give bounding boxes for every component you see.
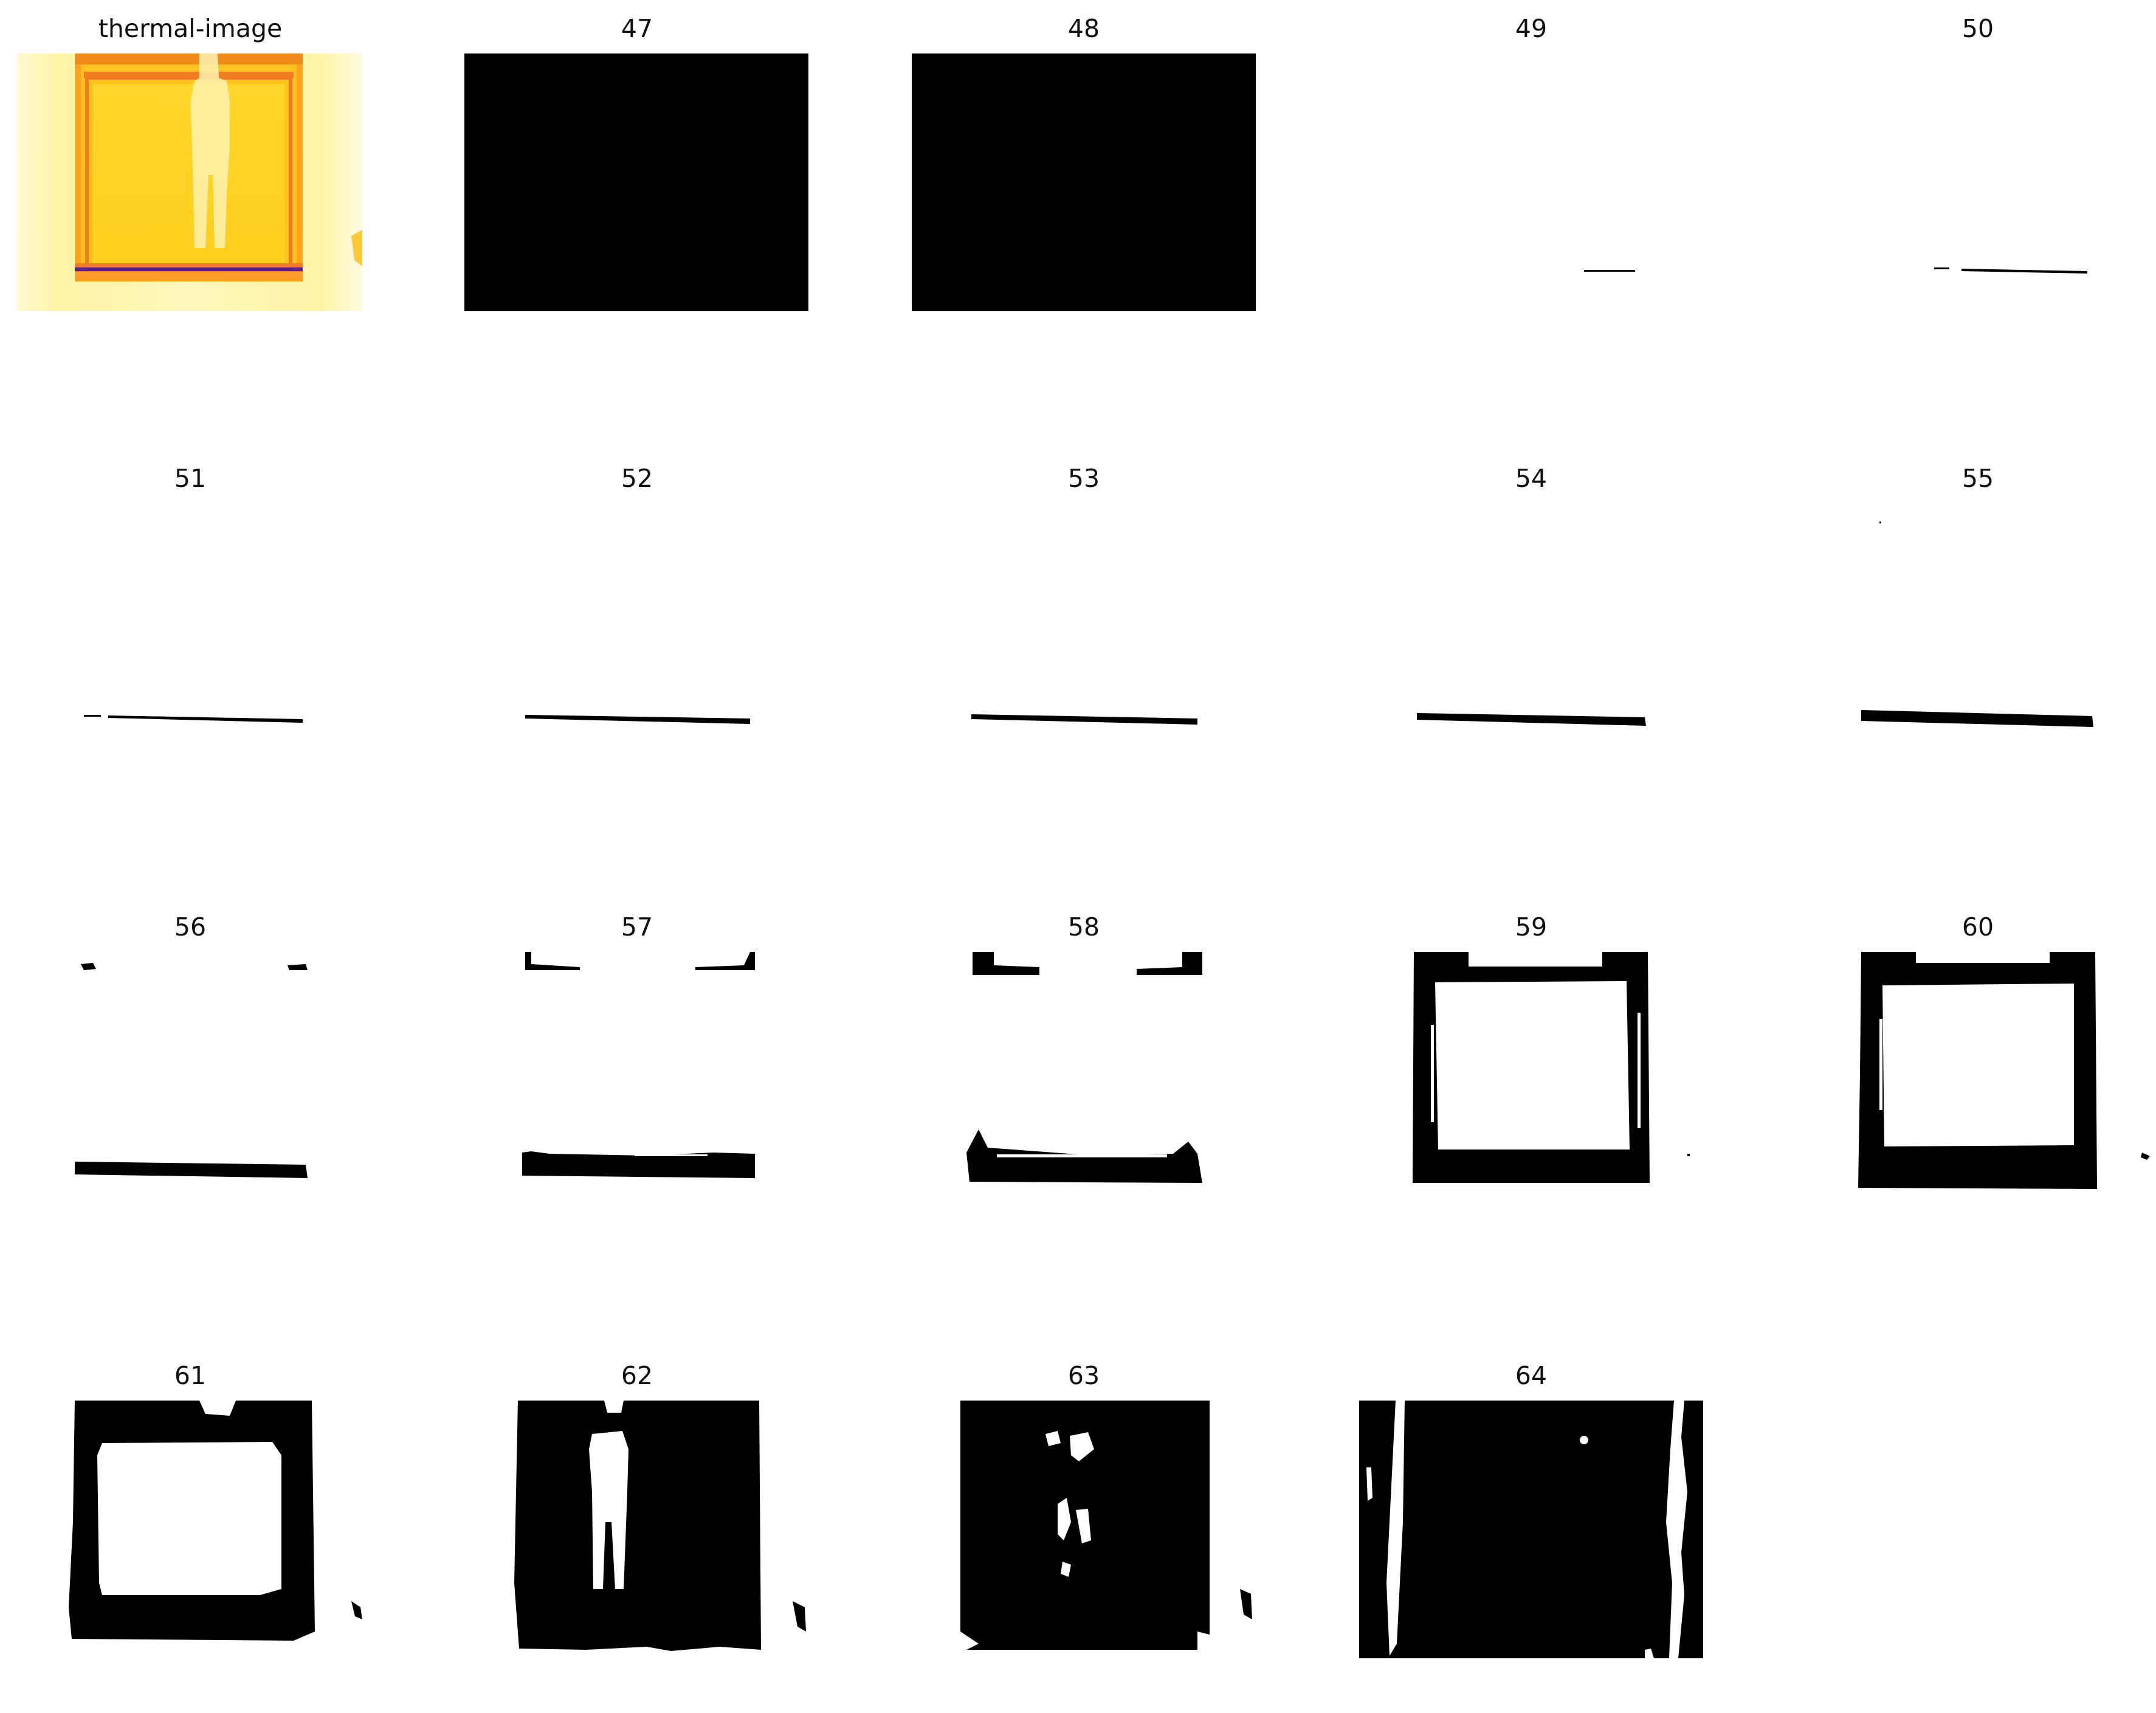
panel-title-62: 62 (621, 1361, 653, 1390)
mask-55 (1861, 522, 2093, 727)
mask-61 (69, 1401, 362, 1641)
mask-panel-50 (1806, 53, 2151, 311)
thermal-image-panel (17, 53, 362, 311)
mask-59 (1413, 952, 1690, 1183)
panel-title-49: 49 (1515, 14, 1548, 43)
mask-64 (1359, 1401, 1703, 1658)
mask-53 (971, 714, 1197, 725)
mask-51 (84, 715, 303, 723)
mask-panel-51 (17, 503, 362, 761)
mask-panel-62 (464, 1401, 808, 1658)
mask-panel-60 (1806, 952, 2151, 1210)
mask-panel-56 (17, 952, 362, 1210)
panel-title-61: 61 (174, 1361, 207, 1390)
panel-title-50: 50 (1961, 14, 1994, 43)
mask-57 (522, 952, 755, 1178)
mask-63 (960, 1401, 1252, 1650)
mask-panel-53 (912, 503, 1256, 761)
mask-panel-59 (1359, 952, 1703, 1210)
mask-panel-63 (912, 1401, 1256, 1658)
panel-title-64: 64 (1515, 1361, 1548, 1390)
mask-62 (514, 1401, 806, 1651)
mask-60 (1858, 952, 2150, 1189)
panel-title-52: 52 (621, 464, 653, 493)
mask-48 (912, 53, 1256, 311)
mask-panel-64 (1359, 1401, 1703, 1658)
panel-title-57: 57 (621, 912, 653, 942)
mask-panel-49 (1359, 53, 1703, 311)
mask-47 (464, 53, 808, 311)
mask-panel-54 (1359, 503, 1703, 761)
mask-panel-47 (464, 53, 808, 311)
mask-58 (966, 952, 1202, 1183)
mask-52 (525, 715, 750, 724)
mask-panel-52 (464, 503, 808, 761)
mask-54 (1417, 713, 1646, 726)
panel-title-47: 47 (621, 14, 653, 43)
mask-panel-55 (1806, 503, 2151, 761)
mask-panel-48 (912, 53, 1256, 311)
panel-title-51: 51 (174, 464, 207, 493)
mask-50 (1934, 267, 2087, 274)
mask-panel-58 (912, 952, 1256, 1210)
thermal-image (17, 53, 362, 311)
mask-panel-57 (464, 952, 808, 1210)
panel-title-56: 56 (174, 912, 207, 942)
panel-title-55: 55 (1961, 464, 1994, 493)
mask-panel-61 (17, 1401, 362, 1658)
mask-49 (1584, 270, 1635, 272)
panel-title-48: 48 (1067, 14, 1100, 43)
panel-title-60: 60 (1961, 912, 1994, 942)
mask-56 (75, 963, 308, 1178)
panel-title-58: 58 (1067, 912, 1100, 942)
panel-title-53: 53 (1067, 464, 1100, 493)
panel-title-thermal-image: thermal-image (98, 14, 283, 43)
panel-title-63: 63 (1067, 1361, 1100, 1390)
panel-title-54: 54 (1515, 464, 1548, 493)
panel-title-59: 59 (1515, 912, 1548, 942)
